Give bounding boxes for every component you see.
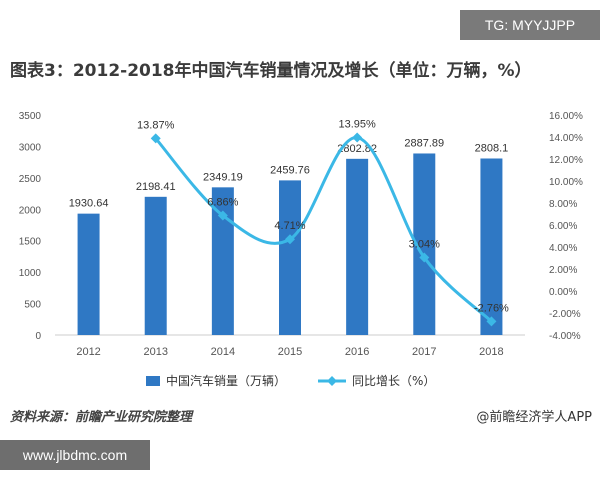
x-tick-label: 2014: [211, 346, 235, 358]
y-right-tick-label: -2.00%: [549, 309, 581, 320]
bar-data-label: 2198.41: [136, 181, 176, 193]
x-tick-label: 2016: [345, 346, 369, 358]
y-left-tick-label: 0: [35, 331, 41, 342]
chart-area: 3500 3000 2500 2000 1500 1000 500 0 16.00% 14.00%…: [19, 111, 583, 388]
y-left-tick-label: 1500: [19, 237, 42, 248]
bar-data-label: 2349.19: [203, 171, 243, 183]
line-data-label: 6.86%: [207, 197, 238, 209]
y-right-tick-label: 14.00%: [549, 133, 583, 144]
line-data-label: -2.76%: [474, 302, 509, 314]
x-tick-label: 2012: [76, 346, 100, 358]
line-point: [285, 234, 295, 245]
bar-data-label: 1930.64: [69, 198, 109, 210]
y-right-tick-label: 4.00%: [549, 243, 577, 254]
bar-data-label: 2887.89: [404, 137, 444, 149]
line-data-label: 3.04%: [409, 239, 440, 251]
bar: [346, 158, 369, 335]
legend-line-label: 同比增长（%）: [352, 374, 435, 388]
line-point: [486, 316, 497, 327]
chart-title: 图表3：2012-2018年中国汽车销量情况及增长（单位：万辆，%）: [10, 61, 532, 81]
x-tick-label: 2013: [143, 346, 167, 358]
x-tick-label: 2018: [479, 346, 503, 358]
bar: [77, 213, 100, 335]
brand-credit: @前瞻经济学人APP: [476, 410, 592, 425]
bar: [144, 196, 167, 335]
bar: [413, 153, 436, 335]
line-point: [217, 210, 228, 221]
line-point: [419, 252, 430, 263]
y-right-tick-label: -4.00%: [549, 331, 581, 342]
watermark-bottom: www.jlbdmc.com: [0, 440, 150, 470]
y-left-tick-label: 1000: [19, 268, 42, 279]
y-left-tick-label: 500: [24, 300, 41, 311]
bar-data-label: 2459.76: [270, 164, 310, 176]
watermark-top: TG: MYYJJPP: [460, 10, 600, 40]
legend-bar-label: 中国汽车销量（万辆）: [166, 373, 286, 388]
y-right-tick-label: 12.00%: [549, 155, 583, 166]
y-right-tick-label: 0.00%: [549, 287, 577, 298]
legend-bar-swatch: [146, 376, 160, 386]
line-data-label: 13.87%: [137, 119, 175, 131]
source-note: 资料来源：前瞻产业研究院整理: [10, 410, 193, 425]
y-right-tick-label: 2.00%: [549, 265, 577, 276]
y-left-tick-label: 3500: [19, 111, 42, 122]
line-point: [150, 133, 161, 144]
y-left-tick-label: 2500: [19, 174, 42, 185]
legend-line-marker: [327, 376, 337, 386]
bar-data-label: 2808.1: [475, 142, 509, 154]
x-tick-label: 2015: [278, 346, 302, 358]
growth-line: [154, 136, 493, 323]
line-data-label: 4.71%: [274, 220, 305, 232]
line-data-label: 13.95%: [338, 119, 376, 131]
x-tick-label: 2017: [412, 346, 436, 358]
line-point: [352, 132, 363, 143]
y-right-tick-label: 10.00%: [549, 177, 583, 188]
bar: [279, 180, 301, 335]
y-right-tick-label: 16.00%: [549, 111, 583, 122]
bar: [480, 158, 503, 335]
bar: [211, 187, 234, 335]
y-left-tick-label: 2000: [19, 205, 42, 216]
y-right-tick-label: 8.00%: [549, 199, 577, 210]
y-right-tick-label: 6.00%: [549, 221, 577, 232]
y-left-tick-label: 3000: [19, 142, 42, 153]
